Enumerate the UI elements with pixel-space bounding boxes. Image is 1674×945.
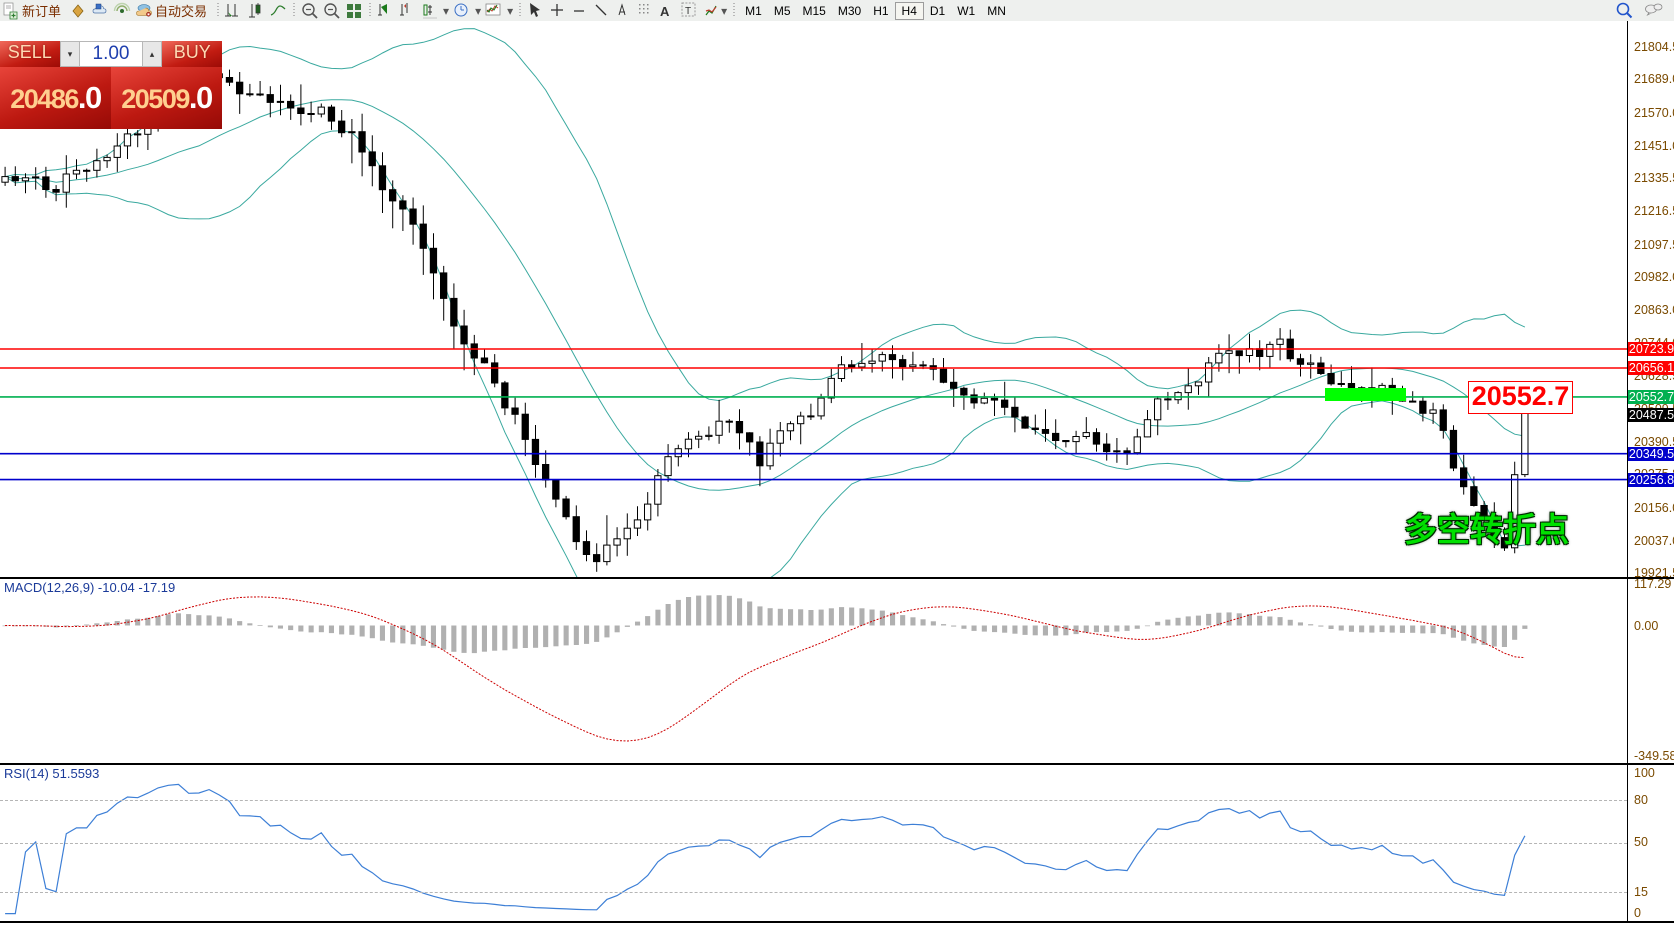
svg-text:A: A (660, 4, 670, 19)
svg-text:T: T (685, 6, 691, 17)
